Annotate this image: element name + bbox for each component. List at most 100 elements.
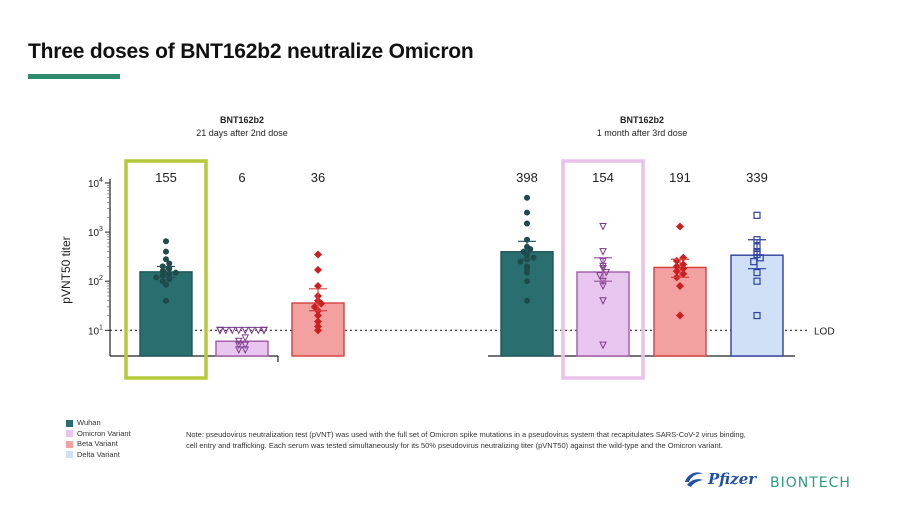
bar-value-label: 398	[516, 170, 538, 185]
bar-value-label: 155	[155, 170, 177, 185]
data-point	[254, 326, 263, 335]
data-point	[672, 267, 681, 276]
data-point	[153, 274, 160, 281]
data-point	[221, 326, 230, 335]
data-point	[241, 341, 250, 350]
legend-item-omicron: Omicron Variant	[66, 429, 131, 440]
data-point	[530, 254, 537, 261]
legend-item-delta: Delta Variant	[66, 450, 131, 461]
data-point	[524, 278, 530, 285]
data-point	[753, 268, 761, 277]
bar-value-label: 6	[238, 170, 245, 185]
highlight-box	[124, 159, 208, 380]
legend-swatch	[66, 440, 73, 448]
bar-value-label: 36	[311, 170, 325, 185]
legend-item-wuhan: Wuhan	[66, 418, 131, 429]
data-point	[314, 311, 322, 320]
y-tick-label: 10	[88, 179, 100, 190]
data-point	[753, 211, 761, 219]
data-point	[753, 277, 761, 285]
data-point	[241, 346, 250, 354]
y-tick-exponent: 4	[99, 177, 103, 184]
lod-label: LOD	[814, 326, 835, 337]
data-point	[602, 269, 611, 277]
data-point	[234, 326, 243, 335]
data-point	[216, 326, 224, 335]
data-point	[314, 250, 322, 259]
pfizer-mark-icon	[685, 472, 703, 487]
data-point	[241, 326, 250, 335]
data-point	[527, 246, 534, 253]
title-underline	[28, 74, 120, 79]
legend-label: Wuhan	[77, 418, 101, 427]
y-axis-label: pVNT50 titer	[59, 236, 73, 303]
data-point	[524, 269, 530, 276]
legend-label: Beta Variant	[77, 439, 118, 448]
data-point	[234, 346, 243, 354]
data-point	[599, 282, 607, 291]
data-point	[159, 268, 166, 275]
data-point	[753, 311, 761, 320]
bar	[215, 340, 269, 357]
legend: Wuhan Omicron Variant Beta Variant Delta…	[66, 418, 131, 460]
data-point	[172, 269, 179, 276]
data-point	[317, 299, 326, 308]
y-tick-exponent: 1	[99, 324, 103, 331]
page-title: Three doses of BNT162b2 neutralize Omicr…	[28, 40, 474, 63]
pfizer-logo: Pfizer	[683, 470, 756, 488]
highlight-box	[561, 159, 645, 380]
legend-item-beta: Beta Variant	[66, 439, 131, 450]
data-point	[679, 270, 688, 279]
data-point	[234, 337, 243, 346]
data-point	[599, 248, 607, 256]
data-point	[676, 222, 684, 231]
data-point	[672, 262, 681, 271]
legend-label: Omicron Variant	[77, 428, 131, 438]
data-point	[260, 326, 268, 335]
data-point	[314, 265, 322, 274]
biontech-logo: BIONTECH	[770, 475, 851, 491]
bar	[139, 271, 193, 357]
footnote: Note: pseudovirus neutralization test (p…	[186, 430, 746, 450]
data-point	[314, 317, 322, 326]
legend-swatch	[66, 430, 73, 438]
y-tick-exponent: 3	[99, 226, 103, 233]
data-point	[163, 238, 169, 245]
data-point	[599, 223, 607, 231]
data-point	[314, 281, 322, 290]
y-tick-label: 10	[88, 228, 100, 239]
data-point	[524, 194, 530, 201]
group-subtitle: 21 days after 2nd dose	[196, 128, 288, 138]
data-point	[599, 341, 607, 350]
data-point	[599, 297, 607, 305]
data-point	[676, 281, 684, 290]
data-point	[228, 326, 237, 335]
data-point	[166, 260, 173, 267]
bar-value-label: 339	[746, 170, 768, 185]
data-point	[679, 264, 688, 273]
data-point	[676, 311, 684, 320]
data-point	[163, 281, 169, 288]
pfizer-wordmark: Pfizer	[708, 470, 757, 488]
y-tick-label: 10	[88, 326, 100, 337]
group-title: BNT162b2	[220, 115, 264, 125]
y-tick-label: 10	[88, 277, 100, 288]
data-point	[314, 326, 322, 335]
data-point	[166, 271, 173, 278]
data-point	[679, 260, 688, 269]
data-point	[163, 248, 169, 255]
bar-value-label: 154	[592, 170, 614, 185]
data-point	[524, 209, 530, 216]
data-point	[166, 265, 173, 272]
data-point	[524, 220, 530, 227]
legend-swatch	[66, 451, 73, 459]
data-point	[524, 297, 530, 304]
bar-value-label: 191	[669, 170, 691, 185]
legend-label: Delta Variant	[77, 449, 120, 459]
group-subtitle: 1 month after 3rd dose	[597, 128, 688, 138]
y-tick-exponent: 2	[99, 275, 103, 282]
data-point	[241, 334, 250, 343]
group-title: BNT162b2	[620, 115, 664, 125]
data-point	[234, 341, 243, 350]
